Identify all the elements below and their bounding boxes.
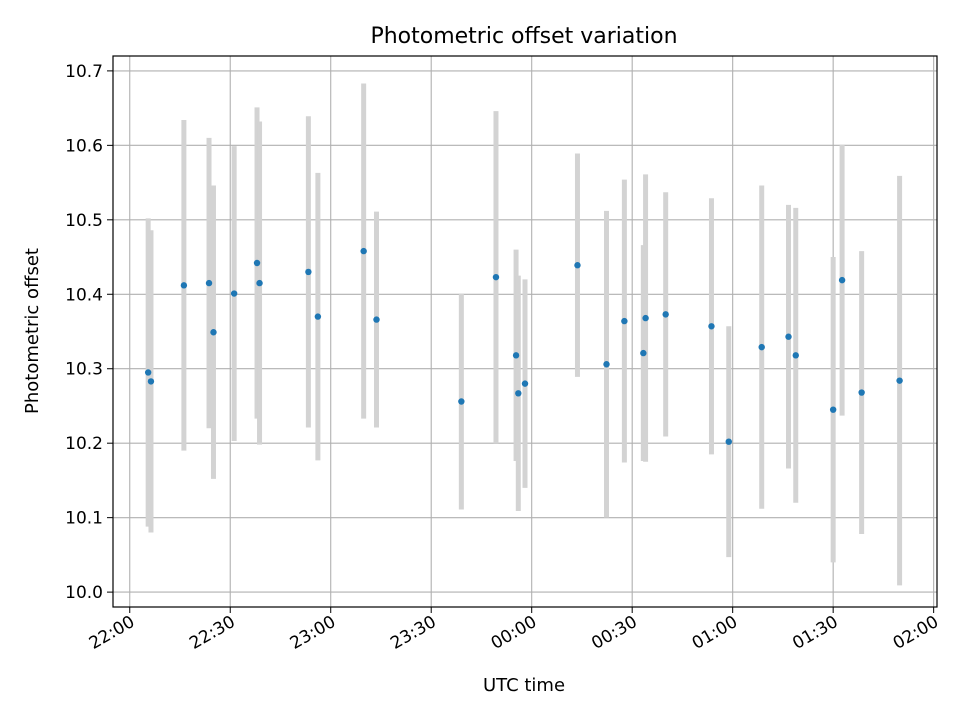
data-point bbox=[858, 389, 865, 396]
x-axis-label: UTC time bbox=[483, 675, 565, 696]
data-point bbox=[458, 398, 465, 405]
data-points bbox=[144, 247, 903, 445]
data-point bbox=[515, 390, 522, 397]
data-point bbox=[792, 352, 799, 359]
data-point bbox=[838, 276, 846, 284]
data-point bbox=[642, 314, 649, 322]
data-point bbox=[256, 279, 263, 287]
data-point bbox=[147, 378, 155, 385]
data-point bbox=[230, 290, 238, 297]
data-point bbox=[305, 268, 312, 276]
y-tick-label: 10.2 bbox=[65, 434, 103, 454]
data-point bbox=[621, 317, 628, 325]
data-point bbox=[144, 369, 152, 376]
data-point bbox=[492, 273, 500, 281]
data-point bbox=[360, 247, 367, 255]
plot-frame bbox=[112, 55, 938, 608]
y-tick-label: 10.1 bbox=[65, 509, 103, 529]
data-point bbox=[574, 262, 581, 269]
data-point bbox=[512, 352, 520, 359]
data-point bbox=[314, 313, 322, 320]
data-point bbox=[521, 380, 529, 387]
y-tick-label: 10.7 bbox=[65, 62, 103, 82]
data-point bbox=[210, 329, 217, 336]
data-point bbox=[708, 323, 715, 330]
y-tick-label: 10.0 bbox=[65, 583, 103, 603]
data-point bbox=[253, 259, 261, 267]
y-tick-label: 10.4 bbox=[65, 285, 103, 305]
y-tick-label: 10.6 bbox=[65, 136, 103, 156]
data-point bbox=[640, 349, 647, 357]
data-point bbox=[373, 316, 380, 323]
data-point bbox=[205, 279, 213, 287]
data-point bbox=[725, 438, 732, 445]
data-point bbox=[758, 343, 765, 351]
data-point bbox=[829, 406, 837, 413]
y-axis-ticks: 10.0 10.1 10.2 10.3 10.4 10.5 10.6 10.7 bbox=[65, 62, 113, 603]
y-axis-label: Photometric offset bbox=[22, 248, 43, 414]
data-point bbox=[785, 333, 792, 340]
data-point bbox=[896, 377, 903, 384]
chart-title: Photometric offset variation bbox=[370, 24, 677, 49]
y-tick-label: 10.3 bbox=[65, 360, 103, 380]
data-point bbox=[180, 282, 188, 289]
data-point bbox=[603, 361, 610, 368]
data-point bbox=[662, 311, 669, 318]
y-tick-label: 10.5 bbox=[65, 211, 103, 231]
